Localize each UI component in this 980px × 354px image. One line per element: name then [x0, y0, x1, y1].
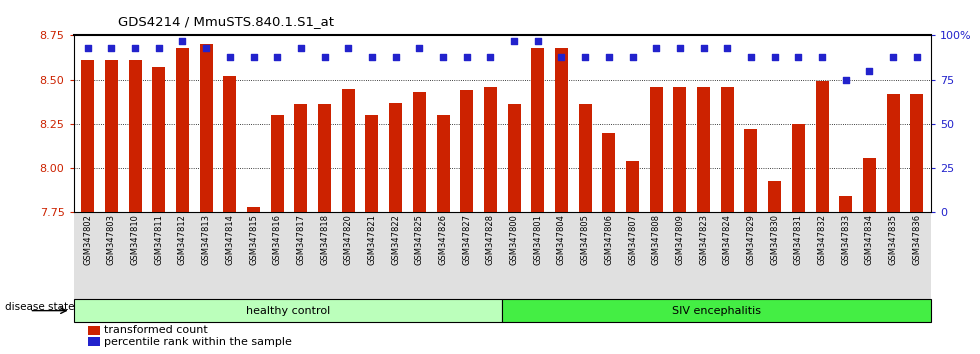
Point [127, 45, 143, 51]
Text: GDS4214 / MmuSTS.840.1.S1_at: GDS4214 / MmuSTS.840.1.S1_at [118, 15, 333, 28]
Bar [508, 104, 520, 212]
Bar [839, 196, 853, 212]
Bar [105, 60, 118, 212]
Point [719, 45, 735, 51]
Bar [200, 44, 213, 212]
Text: percentile rank within the sample: percentile rank within the sample [104, 337, 292, 347]
Bar [697, 87, 710, 212]
Bar [555, 48, 568, 212]
Point [743, 54, 759, 59]
Point [791, 54, 807, 59]
Point [293, 45, 309, 51]
Bar [270, 115, 284, 212]
Bar [650, 87, 662, 212]
Bar [294, 104, 308, 212]
Point [435, 54, 451, 59]
Point [246, 54, 262, 59]
Point [412, 45, 427, 51]
Bar [578, 104, 592, 212]
Bar [342, 88, 355, 212]
Point [482, 54, 498, 59]
Point [814, 54, 830, 59]
Point [151, 45, 167, 51]
Bar [152, 67, 166, 212]
Bar [626, 161, 639, 212]
Text: SIV encephalitis: SIV encephalitis [672, 306, 761, 316]
Point [317, 54, 332, 59]
Point [838, 77, 854, 82]
Bar [910, 94, 923, 212]
Bar [389, 103, 402, 212]
Point [198, 45, 214, 51]
Bar [720, 87, 734, 212]
Point [624, 54, 640, 59]
Point [222, 54, 238, 59]
Text: transformed count: transformed count [104, 325, 208, 335]
Bar [863, 158, 876, 212]
Point [174, 38, 190, 44]
Bar [673, 87, 686, 212]
Bar [461, 90, 473, 212]
Point [885, 54, 901, 59]
Point [577, 54, 593, 59]
Point [365, 54, 380, 59]
Bar [745, 129, 758, 212]
Bar [436, 115, 450, 212]
Point [80, 45, 96, 51]
Point [388, 54, 404, 59]
Point [104, 45, 120, 51]
Point [340, 45, 356, 51]
Point [507, 38, 522, 44]
Point [861, 68, 877, 74]
Point [908, 54, 924, 59]
Point [270, 54, 285, 59]
Point [601, 54, 616, 59]
Bar [413, 92, 426, 212]
Bar [815, 81, 828, 212]
Text: healthy control: healthy control [246, 306, 330, 316]
Bar [247, 207, 260, 212]
Bar [176, 48, 189, 212]
Bar [223, 76, 236, 212]
Point [459, 54, 474, 59]
Point [530, 38, 546, 44]
Point [649, 45, 664, 51]
Bar [768, 181, 781, 212]
Bar [81, 60, 94, 212]
Bar [792, 124, 805, 212]
Bar [366, 115, 378, 212]
Point [766, 54, 782, 59]
Point [696, 45, 711, 51]
Bar [603, 133, 615, 212]
Bar [128, 60, 141, 212]
Point [672, 45, 688, 51]
Bar [484, 87, 497, 212]
Bar [887, 94, 900, 212]
Bar [318, 104, 331, 212]
Bar [531, 48, 544, 212]
Point [554, 54, 569, 59]
Text: disease state: disease state [5, 302, 74, 312]
